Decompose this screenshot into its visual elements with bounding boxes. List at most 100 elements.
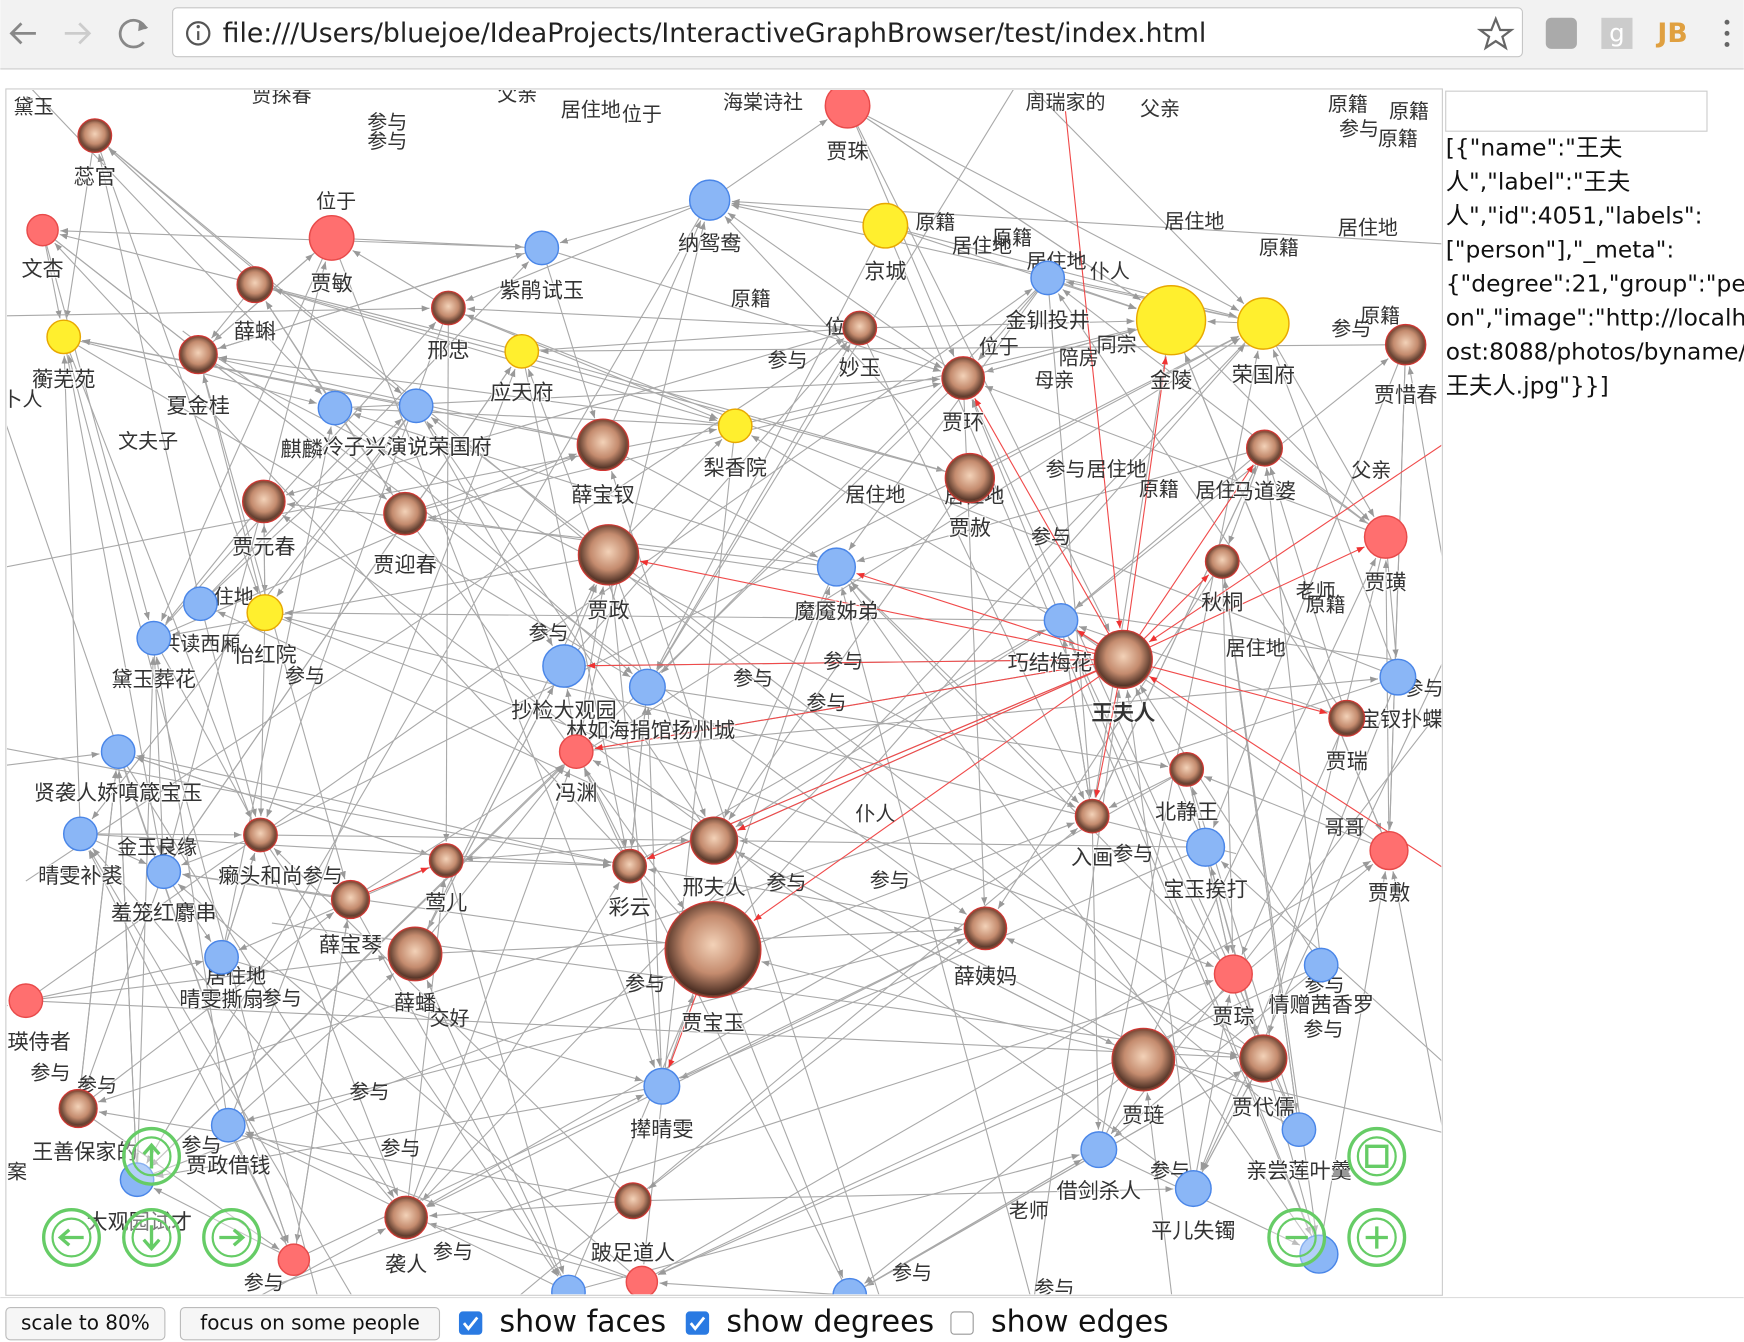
relation-edge [656,245,876,670]
graph-node[interactable] [551,1274,586,1308]
graph-node[interactable] [816,547,857,587]
node-label: 跛足道人 [591,1240,675,1265]
edge-label: 参与 [381,1136,421,1160]
relation-edge [527,368,642,671]
relation-edge [1201,664,1442,1171]
relation-edge-highlight [639,559,1096,655]
graph-node[interactable] [1174,1170,1212,1208]
node-label: 贾元春 [232,534,295,559]
graph-node[interactable] [688,179,731,221]
relation-edge [1184,353,1383,834]
edge-label: 金玉良缘 [117,835,197,859]
graph-node[interactable] [542,644,586,688]
graph-node[interactable] [504,333,540,369]
graph-node[interactable] [100,734,136,770]
relation-edge [866,115,1240,312]
relation-edge [107,145,1285,1119]
node-photo-ring [431,291,466,325]
relation-edge [849,579,1079,804]
graph-node[interactable] [1237,297,1290,350]
graph-node[interactable] [136,620,172,656]
edge-label: 原籍 [1328,92,1368,116]
node-label: 妙玉 [839,355,881,380]
graph-node[interactable] [862,202,909,249]
relation-edge [218,252,527,350]
relation-edge [977,290,1038,361]
graph-node[interactable] [625,1265,659,1297]
relation-edge-highlight [1064,111,1123,629]
graph-node[interactable] [1281,1112,1317,1148]
relation-edge [840,587,1031,1295]
relation-edge [443,324,450,842]
checkbox[interactable] [950,1311,974,1335]
address-bar[interactable] [172,7,1523,58]
node-label: 夏金桂 [167,393,230,418]
relation-edge [1264,467,1320,949]
extension-icon[interactable] [1545,17,1577,49]
node-label: 借剑杀人 [1057,1178,1141,1203]
node-label: 黛玉葬花 [112,666,196,691]
graph-node[interactable] [1213,954,1253,994]
graph-node[interactable] [1030,260,1066,296]
graph-node[interactable] [210,1107,246,1143]
checkbox-label: show degrees [726,1305,934,1340]
node-label: 入画 [1071,844,1113,869]
graph-node[interactable] [398,388,434,424]
info-icon[interactable] [185,21,211,46]
graph-node[interactable] [62,816,98,852]
graph-node[interactable] [628,668,666,706]
graph-node[interactable] [1185,827,1226,867]
checkbox[interactable] [685,1311,710,1335]
relation-edge [997,575,1214,910]
graph-node[interactable] [1043,603,1079,638]
extension-icon[interactable] [1601,17,1633,49]
node-json-line: on","image":"http://localh [1446,304,1744,332]
relation-edge [116,770,137,1164]
forward-button[interactable] [64,22,92,45]
relation-edge [751,435,1099,645]
relation-edge [286,332,844,496]
checkbox[interactable] [458,1311,483,1335]
graph-node[interactable] [824,83,871,129]
relation-edge [744,344,1246,914]
graph-node[interactable] [8,983,44,1019]
graph-node[interactable] [524,230,560,266]
back-button[interactable] [9,22,36,45]
graph-node[interactable] [1379,658,1417,696]
graph-node[interactable] [277,1243,311,1277]
relation-edge [1386,558,1399,658]
graph-node[interactable] [1303,947,1339,983]
relation-edge [863,1159,1082,1288]
graph-node[interactable] [46,319,82,355]
graph-node[interactable] [1135,285,1207,356]
graph-node[interactable] [308,214,355,261]
relation-edge [1212,363,1399,828]
fit-button-icon [1365,1144,1389,1168]
control-button[interactable] [179,1306,441,1341]
graph-node[interactable] [26,213,59,247]
relation-edge [583,768,624,852]
node-label: 秋桐 [1201,590,1243,615]
search-input[interactable] [1445,90,1708,132]
zoom-in-button-inner [1356,1217,1397,1258]
graph-node[interactable] [1363,515,1408,559]
node-label: 袭人 [385,1251,427,1276]
graph-node[interactable] [183,586,218,622]
edge-label: 参与 [1303,1017,1343,1041]
bookmark-star[interactable] [1476,15,1515,51]
graph-node[interactable] [246,594,284,632]
graph-node[interactable] [832,1277,868,1312]
node-photo-ring [1205,544,1239,579]
graph-node[interactable] [1369,830,1409,871]
relation-edge [261,524,268,595]
graph-node[interactable] [146,854,182,890]
control-button[interactable] [5,1306,166,1341]
relation-edge [211,298,245,339]
graph-node[interactable] [717,408,753,444]
graph-node[interactable] [1080,1131,1118,1169]
graph-node[interactable] [643,1067,681,1105]
relation-edge [97,831,242,838]
graph-node[interactable] [317,390,353,426]
graph-node[interactable] [204,939,239,975]
graph-node[interactable] [558,734,594,770]
